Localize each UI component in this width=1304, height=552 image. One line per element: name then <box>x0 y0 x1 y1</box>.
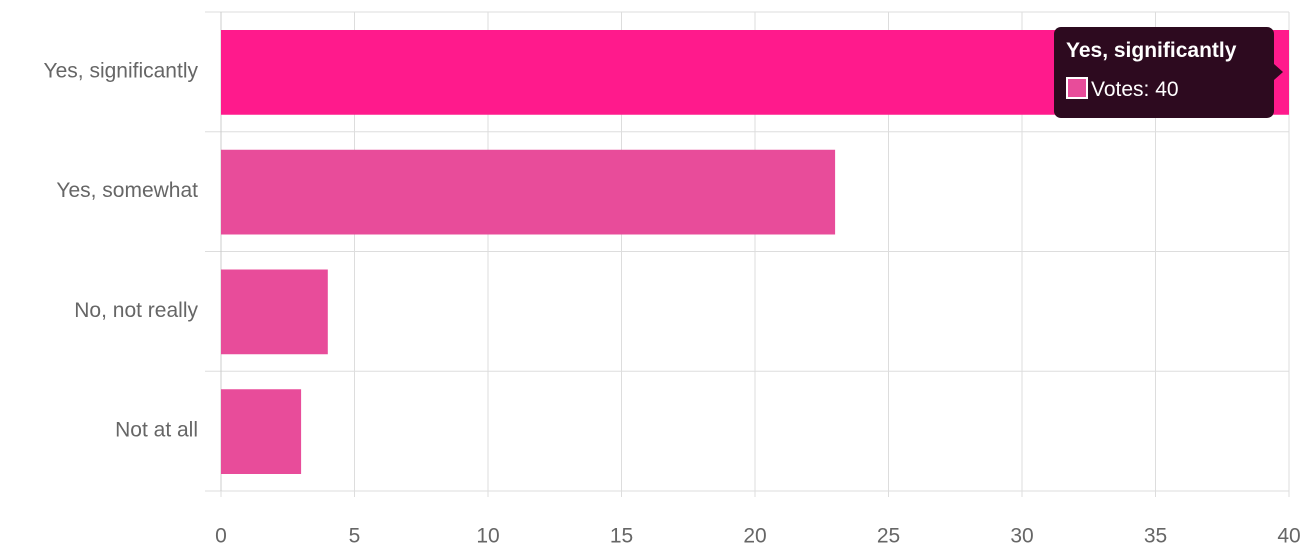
x-tick-label: 40 <box>1277 525 1300 548</box>
y-tick-label: Yes, significantly <box>44 59 199 82</box>
x-tick-label: 25 <box>877 525 900 548</box>
y-tick-label: Not at all <box>115 419 198 442</box>
x-tick-label: 20 <box>743 525 766 548</box>
tooltip-series: Votes <box>1091 78 1144 101</box>
tooltip-arrow <box>1274 64 1283 80</box>
x-tick-label: 10 <box>476 525 499 548</box>
tooltip-body: Votes: 40 <box>1066 77 1262 102</box>
tooltip: Yes, significantly Votes: 40 <box>1054 27 1274 118</box>
tooltip-sep: : <box>1143 78 1156 101</box>
x-tick-label: 35 <box>1144 525 1167 548</box>
tooltip-title: Yes, significantly <box>1066 39 1237 62</box>
x-tick-label: 15 <box>610 525 633 548</box>
bar <box>221 269 328 355</box>
x-tick-label: 30 <box>1010 525 1033 548</box>
tooltip-swatch <box>1066 77 1088 99</box>
x-tick-label: 0 <box>215 525 227 548</box>
x-tick-label: 5 <box>349 525 361 548</box>
bar <box>221 389 302 474</box>
y-tick-label: No, not really <box>74 299 198 322</box>
bar <box>221 149 836 235</box>
tooltip-value: 40 <box>1155 78 1179 101</box>
y-tick-label: Yes, somewhat <box>56 179 198 202</box>
